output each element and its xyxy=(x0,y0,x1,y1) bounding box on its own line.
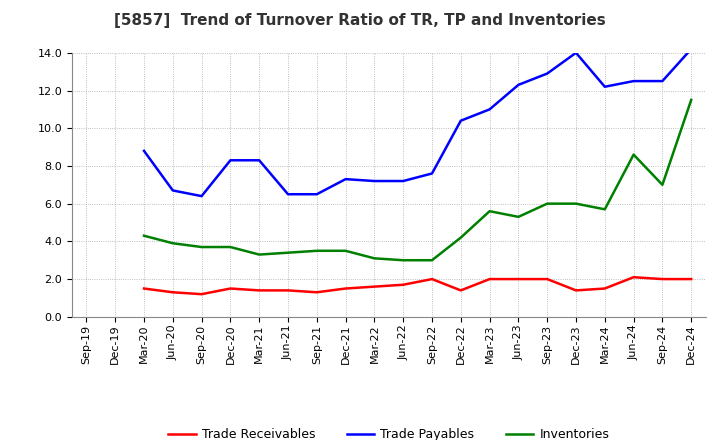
Inventories xyxy=(284,250,292,255)
Inventories xyxy=(658,182,667,187)
Trade Payables xyxy=(312,191,321,197)
Trade Payables xyxy=(140,148,148,154)
Inventories xyxy=(140,233,148,238)
Trade Receivables xyxy=(284,288,292,293)
Trade Receivables xyxy=(140,286,148,291)
Inventories xyxy=(514,214,523,220)
Inventories xyxy=(226,244,235,249)
Trade Payables xyxy=(168,188,177,193)
Inventories xyxy=(255,252,264,257)
Trade Receivables xyxy=(341,286,350,291)
Trade Receivables xyxy=(428,276,436,282)
Legend: Trade Receivables, Trade Payables, Inventories: Trade Receivables, Trade Payables, Inven… xyxy=(163,423,614,440)
Inventories xyxy=(399,257,408,263)
Trade Receivables xyxy=(168,290,177,295)
Trade Payables xyxy=(514,82,523,88)
Trade Receivables xyxy=(312,290,321,295)
Trade Receivables xyxy=(197,292,206,297)
Inventories xyxy=(629,152,638,157)
Trade Receivables xyxy=(456,288,465,293)
Inventories xyxy=(312,248,321,253)
Line: Trade Payables: Trade Payables xyxy=(144,49,691,196)
Trade Payables xyxy=(341,176,350,182)
Trade Payables xyxy=(687,46,696,51)
Trade Receivables xyxy=(600,286,609,291)
Inventories xyxy=(370,256,379,261)
Trade Payables xyxy=(629,78,638,84)
Trade Payables xyxy=(485,107,494,112)
Trade Receivables xyxy=(572,288,580,293)
Inventories xyxy=(485,209,494,214)
Trade Receivables xyxy=(255,288,264,293)
Trade Receivables xyxy=(485,276,494,282)
Inventories xyxy=(600,207,609,212)
Trade Payables xyxy=(226,158,235,163)
Text: [5857]  Trend of Turnover Ratio of TR, TP and Inventories: [5857] Trend of Turnover Ratio of TR, TP… xyxy=(114,13,606,28)
Inventories xyxy=(197,244,206,249)
Trade Payables xyxy=(658,78,667,84)
Trade Payables xyxy=(456,118,465,123)
Inventories xyxy=(543,201,552,206)
Inventories xyxy=(428,257,436,263)
Trade Payables xyxy=(572,50,580,55)
Trade Payables xyxy=(399,178,408,183)
Trade Payables xyxy=(370,178,379,183)
Inventories xyxy=(572,201,580,206)
Trade Receivables xyxy=(658,276,667,282)
Line: Inventories: Inventories xyxy=(144,100,691,260)
Inventories xyxy=(456,235,465,240)
Trade Payables xyxy=(600,84,609,89)
Inventories xyxy=(168,241,177,246)
Trade Receivables xyxy=(370,284,379,289)
Trade Payables xyxy=(428,171,436,176)
Trade Receivables xyxy=(514,276,523,282)
Trade Payables xyxy=(284,191,292,197)
Trade Payables xyxy=(197,194,206,199)
Trade Receivables xyxy=(399,282,408,287)
Inventories xyxy=(341,248,350,253)
Trade Payables xyxy=(543,71,552,76)
Trade Receivables xyxy=(226,286,235,291)
Trade Receivables xyxy=(629,275,638,280)
Trade Payables xyxy=(255,158,264,163)
Trade Receivables xyxy=(543,276,552,282)
Trade Receivables xyxy=(687,276,696,282)
Line: Trade Receivables: Trade Receivables xyxy=(144,277,691,294)
Inventories xyxy=(687,97,696,103)
